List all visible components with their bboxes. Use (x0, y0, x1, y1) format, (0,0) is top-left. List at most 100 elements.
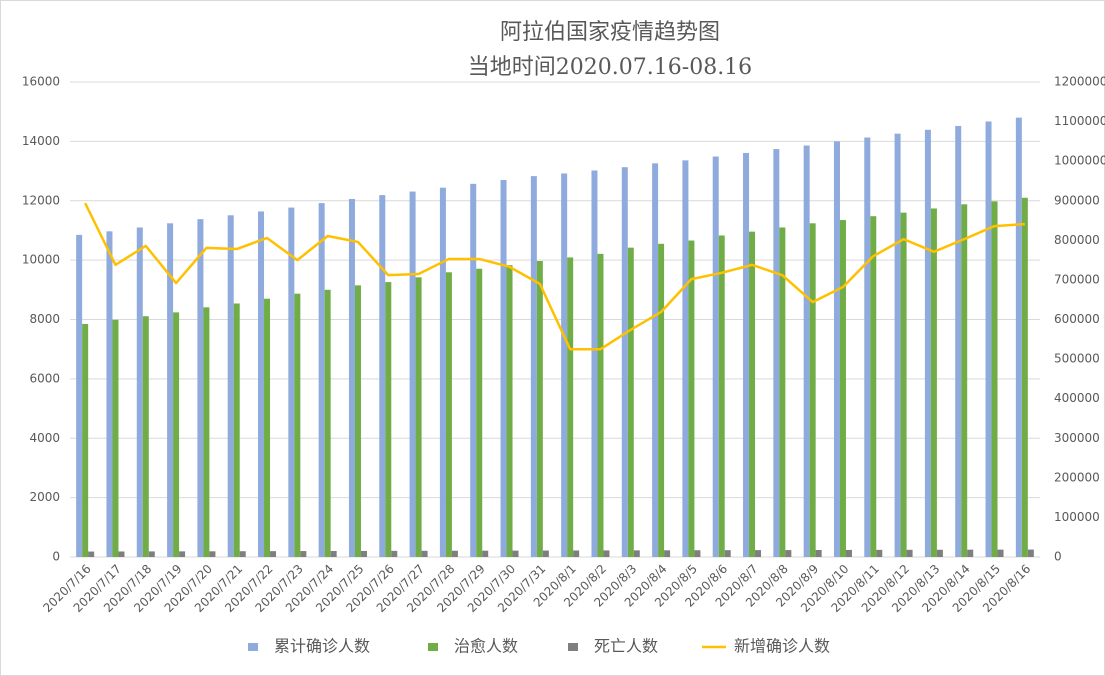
bar (542, 550, 549, 557)
bar (318, 203, 325, 557)
bar (870, 216, 877, 557)
bar (688, 240, 695, 557)
y-tick-label: 8000 (29, 312, 60, 326)
bar (1021, 197, 1028, 557)
y2-tick-label: 200000 (1054, 470, 1100, 484)
legend-label: 累计确诊人数 (274, 637, 370, 656)
bar (633, 550, 640, 557)
legend-label: 新增确诊人数 (734, 637, 830, 656)
bar (209, 551, 216, 557)
bar (118, 551, 125, 557)
bar (148, 551, 155, 557)
bar (415, 277, 422, 557)
y-tick-label: 12000 (22, 193, 60, 207)
bar (876, 549, 883, 557)
y2-tick-label: 600000 (1054, 312, 1100, 326)
bar (815, 549, 822, 557)
bar (621, 167, 628, 557)
chart-subtitle: 当地时间2020.07.16-08.16 (468, 55, 752, 80)
bar (967, 549, 974, 557)
bar (324, 289, 331, 557)
bar (354, 285, 361, 557)
bar (718, 235, 725, 557)
bar (167, 223, 174, 557)
y-tick-label: 4000 (29, 431, 60, 445)
y2-tick-label: 500000 (1054, 352, 1100, 366)
bar (955, 125, 962, 557)
bar (573, 550, 580, 557)
bar (233, 303, 240, 557)
legend-swatch (568, 643, 578, 651)
bar (439, 187, 446, 557)
bar (409, 191, 416, 557)
bar (451, 550, 458, 557)
y-tick-label: 16000 (22, 75, 60, 89)
bar (755, 550, 762, 557)
y-tick-label: 6000 (29, 371, 60, 385)
bar (930, 208, 937, 557)
bar (536, 261, 543, 557)
bar (142, 316, 149, 557)
bar (803, 145, 810, 557)
bar (724, 550, 731, 557)
bar (360, 550, 367, 557)
bar (839, 220, 846, 557)
bar (76, 234, 83, 557)
bar (845, 549, 852, 557)
y-tick-label: 2000 (29, 490, 60, 504)
bar (391, 550, 398, 557)
y2-tick-label: 400000 (1054, 391, 1100, 405)
bar (591, 170, 598, 557)
bar (506, 265, 513, 557)
bar (682, 160, 689, 557)
line-series (84, 202, 1025, 351)
bar (500, 179, 507, 557)
bar (936, 549, 943, 557)
bar (239, 551, 246, 557)
bar (197, 219, 204, 557)
bar (82, 323, 89, 557)
bar (785, 550, 792, 557)
bar (421, 550, 428, 557)
bar (658, 243, 665, 557)
bar (512, 550, 519, 557)
bar (864, 137, 871, 557)
bar (379, 195, 386, 557)
bar (385, 282, 392, 557)
bar (900, 212, 907, 557)
bar (300, 551, 307, 557)
bar (1015, 117, 1022, 557)
bar (561, 173, 568, 557)
bar (445, 272, 452, 557)
bar (906, 549, 913, 557)
bar (112, 319, 119, 557)
y2-tick-label: 1100000 (1054, 114, 1105, 128)
y-tick-label: 10000 (22, 253, 60, 267)
y2-tick-label: 800000 (1054, 233, 1100, 247)
bar (833, 141, 840, 557)
bar (652, 163, 659, 557)
bar (106, 231, 113, 557)
bar (294, 293, 301, 557)
bar (482, 550, 489, 557)
bar (743, 152, 750, 557)
bar (136, 227, 143, 557)
bar (348, 198, 355, 557)
legend-swatch (428, 643, 438, 651)
bar (330, 551, 337, 557)
legend-swatch (248, 643, 258, 651)
bar (288, 207, 295, 557)
chart-title: 阿拉伯国家疫情趋势图 (500, 20, 720, 45)
legend-label: 治愈人数 (454, 637, 518, 656)
bar (712, 156, 719, 557)
bar (173, 312, 180, 557)
bar (985, 121, 992, 557)
y2-tick-label: 700000 (1054, 272, 1100, 286)
bar (264, 298, 271, 557)
bar (1027, 549, 1034, 557)
bar (530, 176, 537, 557)
bar (749, 231, 756, 557)
bar (476, 268, 483, 557)
bar (203, 307, 210, 557)
